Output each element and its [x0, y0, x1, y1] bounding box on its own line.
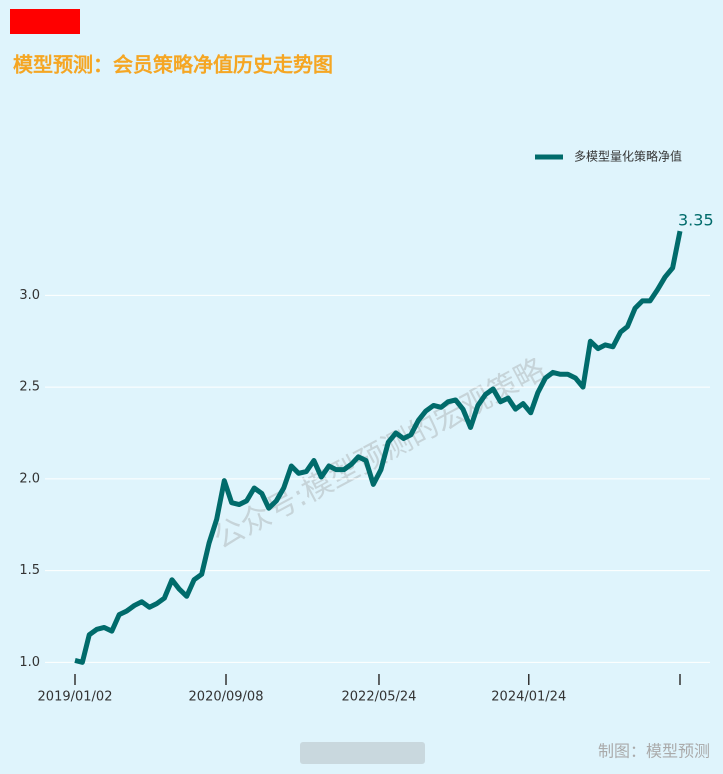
- x-tick-label: 2024/01/24: [491, 690, 566, 705]
- value-label: 3.35: [678, 211, 714, 230]
- y-tick-label: 2.0: [19, 471, 40, 486]
- x-tick-label: 2019/01/02: [38, 690, 113, 705]
- x-tick-label: 2020/09/08: [189, 690, 264, 705]
- logo-block: [10, 9, 80, 34]
- y-tick-label: 3.0: [19, 288, 40, 303]
- blurred-placeholder: [300, 742, 425, 764]
- x-tick-label: 2022/05/24: [342, 690, 417, 705]
- y-tick-label: 1.0: [19, 655, 40, 670]
- y-tick-label: 2.5: [19, 380, 40, 395]
- chart-title: 模型预测：会员策略净值历史走势图: [13, 53, 333, 77]
- y-tick-label: 1.5: [19, 563, 40, 578]
- data-line: [74, 230, 683, 665]
- legend-label: 多模型量化策略净值: [574, 149, 682, 164]
- source-note: 制图：模型预测: [598, 742, 710, 761]
